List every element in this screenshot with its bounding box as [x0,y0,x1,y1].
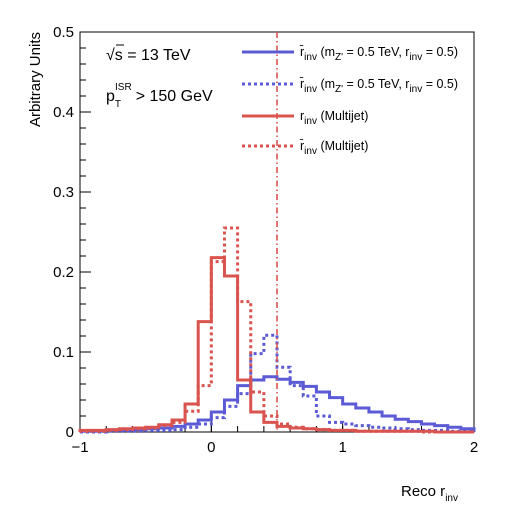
histogram-series-3 [78,226,474,434]
legend-1-rest: (m [317,77,335,91]
legend-0-sub3: inv [409,52,422,63]
legend-0-sub2: Z' [335,52,343,63]
x-tick-label: 2 [470,439,478,456]
y-tick-label: 0.2 [53,264,74,281]
legend-entry-0: r̄inv (mZ' = 0.5 TeV, rinv = 0.5) [299,45,458,63]
y-tick-label: 0.4 [53,104,74,121]
legend-2-rest: (Multijet) [317,109,368,123]
x-axis-title-main: Reco r [401,483,445,500]
legend-1-main: r̄ [299,77,304,91]
legend-3-sub: inv [304,146,317,157]
legend-entry-2: rinv (Multijet) [300,109,368,127]
cut-annotation-sub: T [115,99,121,110]
energy-annotation: √s = 13 TeV [106,47,191,64]
x-tick-label: 0 [207,439,215,456]
x-axis-title: Reco rinv [401,483,458,504]
legend-0-rest3: = 0.5) [422,45,458,59]
legend-2-main: r [300,109,304,123]
legend-0-rest: (m [317,45,335,59]
legend: r̄inv (mZ' = 0.5 TeV, rinv = 0.5) r̄inv … [242,45,458,157]
cut-annotation-rest: > 150 GeV [136,88,213,105]
legend-2-sub: inv [304,116,317,127]
legend-1-rest3: = 0.5) [422,77,458,91]
legend-0-sub: inv [304,52,317,63]
legend-entry-3: r̄inv (Multijet) [299,139,368,157]
legend-3-main: r̄ [299,139,304,153]
legend-0-main: r̄ [299,45,304,59]
x-axis-title-sub: inv [445,493,458,504]
y-tick-label: 0.3 [53,184,74,201]
legend-entry-1: r̄inv (mZ' = 0.5 TeV, rinv = 0.5) [299,77,458,95]
cut-annotation-sup: ISR [115,82,132,93]
y-tick-label: 0 [66,424,74,441]
axes: 00.10.20.30.40.5−1 0 1 2 [53,24,478,456]
y-tick-label: 0.1 [53,344,74,361]
legend-1-sub2: Z' [335,84,343,95]
cut-annotation-main: p [106,88,115,105]
legend-1-rest2: = 0.5 TeV, r [343,77,409,91]
x-tick-label: 1 [338,439,346,456]
cut-annotation: pT ISR > 150 GeV [106,82,213,110]
series-group [78,226,476,434]
x-tick-label: −1 [71,439,88,456]
histogram-series-1 [80,333,476,434]
legend-1-sub: inv [304,84,317,95]
legend-3-rest: (Multijet) [317,139,368,153]
legend-0-rest2: = 0.5 TeV, r [343,45,409,59]
y-axis-title: Arbitrary Units [27,32,44,127]
legend-1-sub3: inv [409,84,422,95]
y-tick-label: 0.5 [53,24,74,41]
